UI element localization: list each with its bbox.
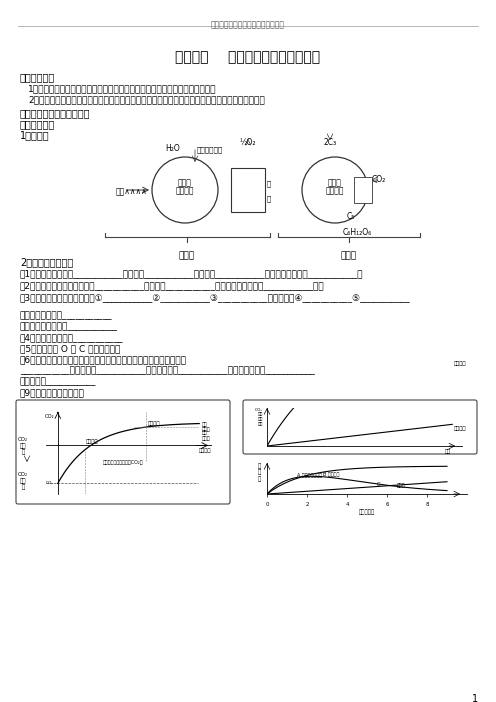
- Text: 水在光下分解: 水在光下分解: [197, 146, 223, 152]
- Text: 1: 1: [472, 694, 478, 702]
- Text: 暗反应: 暗反应: [341, 251, 357, 260]
- Text: ½O₂: ½O₂: [240, 138, 256, 147]
- Text: CO₂: CO₂: [46, 482, 54, 485]
- Text: CO₂
吸收
量: CO₂ 吸收 量: [18, 437, 28, 455]
- Text: 酶: 酶: [246, 192, 250, 199]
- Text: CO₂
释放
量: CO₂ 释放 量: [18, 472, 28, 490]
- Text: 物
质
量: 物 质 量: [258, 463, 261, 482]
- Text: 在黑暗中呼吸所放出的CO₂量: 在黑暗中呼吸所放出的CO₂量: [102, 460, 143, 465]
- Text: 各自如何影响过程___________: 各自如何影响过程___________: [20, 311, 113, 320]
- Text: （1）光反应的场所是___________，原料是___________，产物有___________，为暗反应提供了___________。: （1）光反应的场所是___________，原料是___________，产物有…: [20, 269, 364, 278]
- Text: 2、基本知识回顾：: 2、基本知识回顾：: [20, 257, 73, 267]
- Text: 光合作用: 光合作用: [454, 362, 467, 366]
- Text: C₅: C₅: [347, 212, 355, 221]
- Text: 光饱和点: 光饱和点: [147, 421, 160, 426]
- Text: 在生产上如何应用之___________: 在生产上如何应用之___________: [20, 322, 118, 331]
- Text: 还: 还: [267, 180, 271, 187]
- FancyBboxPatch shape: [243, 400, 477, 454]
- Text: 温度: 温度: [445, 449, 451, 454]
- Text: 呼吸量: 呼吸量: [397, 483, 406, 488]
- Text: ATP: ATP: [242, 186, 254, 192]
- Text: CO₂: CO₂: [45, 413, 54, 418]
- Text: 中的色素: 中的色素: [176, 187, 194, 195]
- Text: A 光合作用实际量: A 光合作用实际量: [297, 473, 322, 479]
- Text: （9）几个常见的曲线分析: （9）几个常见的曲线分析: [20, 388, 85, 397]
- Text: （2）暗反应所需的无机原料是___________，其可从___________直接进入叶肉细胞的___________中。: （2）暗反应所需的无机原料是___________，其可从___________…: [20, 281, 324, 290]
- Text: 【教学目的】: 【教学目的】: [20, 72, 55, 82]
- FancyBboxPatch shape: [354, 177, 372, 203]
- Text: （6）叶绿体中的色素有哪些？（按颜色上的色素的从上到下顺序写）: （6）叶绿体中的色素有哪些？（按颜色上的色素的从上到下顺序写）: [20, 355, 187, 364]
- Text: C: C: [377, 482, 380, 487]
- Text: ___________，分离液是___________，其提取液是___________，分离的方法叫___________: ___________，分离液是___________，其提取液是_______…: [20, 366, 315, 375]
- Text: 原: 原: [267, 195, 271, 201]
- Text: B 干物成量: B 干物成量: [323, 472, 339, 477]
- FancyBboxPatch shape: [231, 168, 265, 212]
- Text: 1、识记图: 1、识记图: [20, 130, 50, 140]
- Text: （4）能量变化过程是___________: （4）能量变化过程是___________: [20, 333, 124, 342]
- Text: 分离原理是___________: 分离原理是___________: [20, 377, 96, 386]
- Text: （3）影响光合的外因最主要有①___________②___________③___________，还可能有④___________⑤___________: （3）影响光合的外因最主要有①___________②___________③_…: [20, 293, 411, 302]
- Text: 光反应: 光反应: [179, 251, 195, 260]
- Text: CO₂: CO₂: [372, 175, 386, 184]
- Text: H₂O: H₂O: [165, 144, 180, 153]
- Text: CO₂
吸收
释放
速率: CO₂ 吸收 释放 速率: [255, 408, 263, 426]
- Text: 呼吸作用: 呼吸作用: [454, 426, 467, 431]
- Text: C₆H₁₂O₆: C₆H₁₂O₆: [343, 228, 372, 237]
- Text: 金中河西高三生物学三轮复习小专题: 金中河西高三生物学三轮复习小专题: [211, 20, 285, 29]
- Text: 1、采用从点到面的方法，加强学生对基础知识识记，并形成唯物主义整体观。: 1、采用从点到面的方法，加强学生对基础知识识记，并形成唯物主义整体观。: [28, 84, 216, 93]
- Text: 光能∧∧∧∧: 光能∧∧∧∧: [116, 187, 148, 197]
- Text: 供能: 供能: [244, 200, 252, 206]
- Text: 2C₃: 2C₃: [323, 138, 337, 147]
- X-axis label: 叶面积指数: 叶面积指数: [359, 510, 375, 515]
- Text: 【复习过程】【第一课时】: 【复习过程】【第一课时】: [20, 108, 90, 118]
- Text: 2、通过列举少量例题，训练学生思维，构建这两者的知识联系，促进学生的综合分析能力的提高。: 2、通过列举少量例题，训练学生思维，构建这两者的知识联系，促进学生的综合分析能力…: [28, 95, 265, 104]
- Text: 小专题一    光合作用与呼吸作用专题: 小专题一 光合作用与呼吸作用专题: [176, 50, 320, 64]
- Text: 固: 固: [361, 185, 365, 192]
- FancyBboxPatch shape: [16, 400, 230, 504]
- Text: ADP+Pi: ADP+Pi: [237, 208, 259, 213]
- Text: 供氢: 供氢: [244, 179, 252, 185]
- Text: [H]: [H]: [243, 171, 253, 178]
- Text: 多种酶: 多种酶: [328, 178, 342, 187]
- Text: 总光
合作用: 总光 合作用: [201, 430, 210, 441]
- Text: 定: 定: [361, 194, 365, 201]
- Text: 参加催化: 参加催化: [326, 187, 344, 195]
- Text: 净光
合作用: 净光 合作用: [201, 422, 210, 432]
- Text: 光照强度: 光照强度: [199, 449, 211, 453]
- Text: 一、光合作用: 一、光合作用: [20, 119, 55, 129]
- Text: （5）物质变化 O 和 C 的变化过程。: （5）物质变化 O 和 C 的变化过程。: [20, 344, 121, 353]
- Text: 光补偿点: 光补偿点: [86, 439, 99, 444]
- Text: 叶绿体: 叶绿体: [178, 178, 192, 187]
